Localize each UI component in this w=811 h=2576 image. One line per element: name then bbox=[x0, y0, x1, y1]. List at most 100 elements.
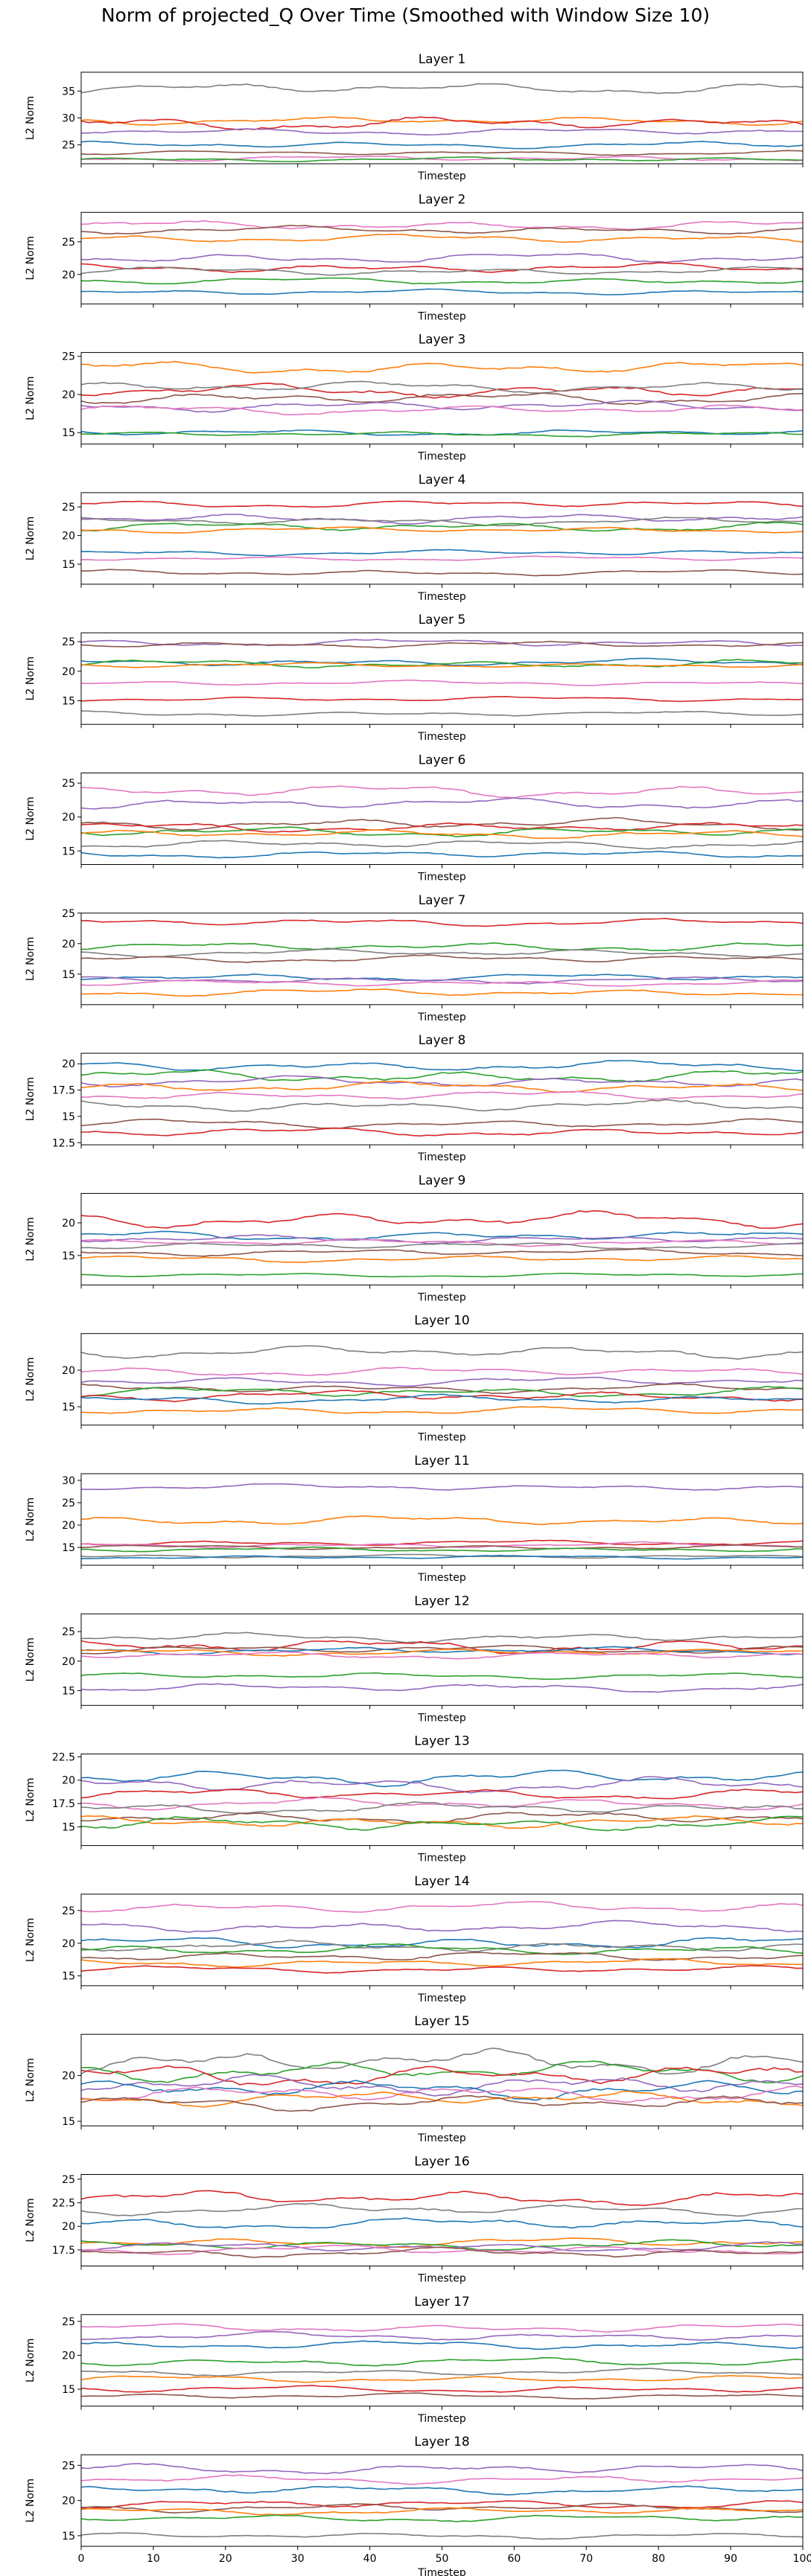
series-group bbox=[81, 83, 803, 162]
series-line bbox=[81, 392, 803, 405]
axes-frame bbox=[80, 632, 804, 725]
y-tick-label: 30 bbox=[62, 1475, 75, 1487]
x-tick-label: 0 bbox=[78, 2553, 85, 2565]
series-line bbox=[81, 696, 803, 703]
series-line bbox=[81, 640, 803, 648]
series-line bbox=[81, 1920, 803, 1933]
series-line bbox=[81, 1555, 803, 1560]
x-axis-label: Timestep bbox=[417, 591, 466, 603]
series-line bbox=[81, 2330, 803, 2341]
axes-frame bbox=[80, 2033, 804, 2126]
series-line bbox=[81, 1406, 803, 1414]
series-line bbox=[81, 1801, 803, 1814]
axes-frame bbox=[80, 1613, 804, 1706]
series-line bbox=[81, 1644, 803, 1655]
x-tick-label: 80 bbox=[652, 2553, 665, 2565]
series-line bbox=[81, 522, 803, 532]
series-line bbox=[81, 141, 803, 150]
y-tick-label: 25 bbox=[62, 2174, 75, 2186]
series-line bbox=[81, 128, 803, 135]
series-line bbox=[81, 2463, 803, 2475]
y-axis-label: L2 Norm bbox=[25, 1918, 36, 1962]
x-tick-label: 20 bbox=[219, 2553, 232, 2565]
y-axis-label: L2 Norm bbox=[25, 1637, 36, 1681]
subplot-title: Layer 18 bbox=[414, 2435, 469, 2449]
series-line bbox=[81, 942, 803, 951]
y-tick-label: 15 bbox=[62, 969, 75, 981]
series-line bbox=[81, 1952, 803, 1961]
x-axis-label: Timestep bbox=[417, 872, 466, 883]
y-tick-label: 12.5 bbox=[52, 1137, 75, 1149]
y-tick-label: 15 bbox=[62, 846, 75, 857]
series-line bbox=[81, 1651, 803, 1660]
subplot-layer-6: Layer 6 15 20 25 Timestep L2 Norm bbox=[25, 753, 804, 883]
series-line bbox=[81, 517, 803, 527]
series-line bbox=[81, 679, 803, 686]
series-line bbox=[81, 1345, 803, 1360]
y-axis-label: L2 Norm bbox=[25, 2478, 36, 2522]
series-group bbox=[81, 2048, 803, 2112]
series-line bbox=[81, 1546, 803, 1553]
y-tick-label: 20 bbox=[62, 2221, 75, 2233]
x-axis-label: Timestep bbox=[417, 1572, 466, 1584]
axes-frame bbox=[80, 773, 804, 865]
y-tick-label: 15 bbox=[62, 2531, 75, 2543]
series-line bbox=[81, 1081, 803, 1093]
y-axis-label: L2 Norm bbox=[25, 937, 36, 981]
y-axis-label: L2 Norm bbox=[25, 517, 36, 560]
axes-frame bbox=[80, 1333, 804, 1426]
series-line bbox=[81, 1210, 803, 1229]
series-line bbox=[81, 662, 803, 668]
series-line bbox=[81, 83, 803, 95]
subplot-title: Layer 11 bbox=[414, 1454, 469, 1468]
series-line bbox=[81, 829, 803, 840]
y-tick-label: 20 bbox=[62, 1520, 75, 1532]
series-group bbox=[81, 2323, 803, 2400]
y-axis-label: L2 Norm bbox=[25, 2339, 36, 2382]
y-tick-label: 17.5 bbox=[52, 2245, 75, 2257]
series-line bbox=[81, 1367, 803, 1376]
series-line bbox=[81, 918, 803, 927]
series-line bbox=[81, 2085, 803, 2103]
series-line bbox=[81, 1640, 803, 1655]
subplot-title: Layer 2 bbox=[419, 192, 466, 207]
series-group bbox=[81, 1631, 803, 1693]
series-group bbox=[81, 2463, 803, 2540]
series-line bbox=[81, 1385, 803, 1398]
x-tick-label: 30 bbox=[291, 2553, 305, 2565]
y-tick-label: 25 bbox=[62, 2460, 75, 2472]
series-line bbox=[81, 2374, 803, 2383]
series-line bbox=[81, 639, 803, 647]
series-line bbox=[81, 2392, 803, 2400]
y-tick-label: 15 bbox=[62, 1685, 75, 1697]
subplot-title: Layer 14 bbox=[414, 1874, 469, 1889]
series-line bbox=[81, 1815, 803, 1832]
series-line bbox=[81, 569, 803, 577]
subplot-title: Layer 8 bbox=[419, 1033, 466, 1048]
y-tick-label: 25 bbox=[62, 1626, 75, 1638]
subplot-layer-14: Layer 14 15 20 25 Timestep L2 Norm bbox=[25, 1874, 804, 2004]
axes-frame bbox=[80, 1192, 804, 1285]
x-tick-label: 90 bbox=[724, 2553, 737, 2565]
subplot-title: Layer 3 bbox=[419, 333, 466, 348]
series-line bbox=[81, 400, 803, 413]
subplot-title: Layer 4 bbox=[419, 473, 466, 488]
y-tick-label: 20 bbox=[62, 939, 75, 950]
series-line bbox=[81, 2323, 803, 2333]
series-group bbox=[81, 1769, 803, 1832]
series-line bbox=[81, 526, 803, 534]
series-line bbox=[81, 2474, 803, 2485]
subplot-title: Layer 15 bbox=[414, 2014, 469, 2029]
y-tick-label: 20 bbox=[62, 531, 75, 543]
y-axis-label: L2 Norm bbox=[25, 376, 36, 420]
y-axis-label: L2 Norm bbox=[25, 1077, 36, 1121]
y-tick-label: 20 bbox=[62, 1656, 75, 1668]
series-line bbox=[81, 1234, 803, 1244]
series-line bbox=[81, 1483, 803, 1491]
series-group bbox=[81, 2190, 803, 2258]
series-line bbox=[81, 1376, 803, 1387]
series-line bbox=[81, 2091, 803, 2108]
subplot-layer-17: Layer 17 15 20 25 Timestep L2 Norm bbox=[25, 2295, 804, 2425]
y-axis-label: L2 Norm bbox=[25, 96, 36, 140]
y-tick-label: 20 bbox=[62, 666, 75, 678]
